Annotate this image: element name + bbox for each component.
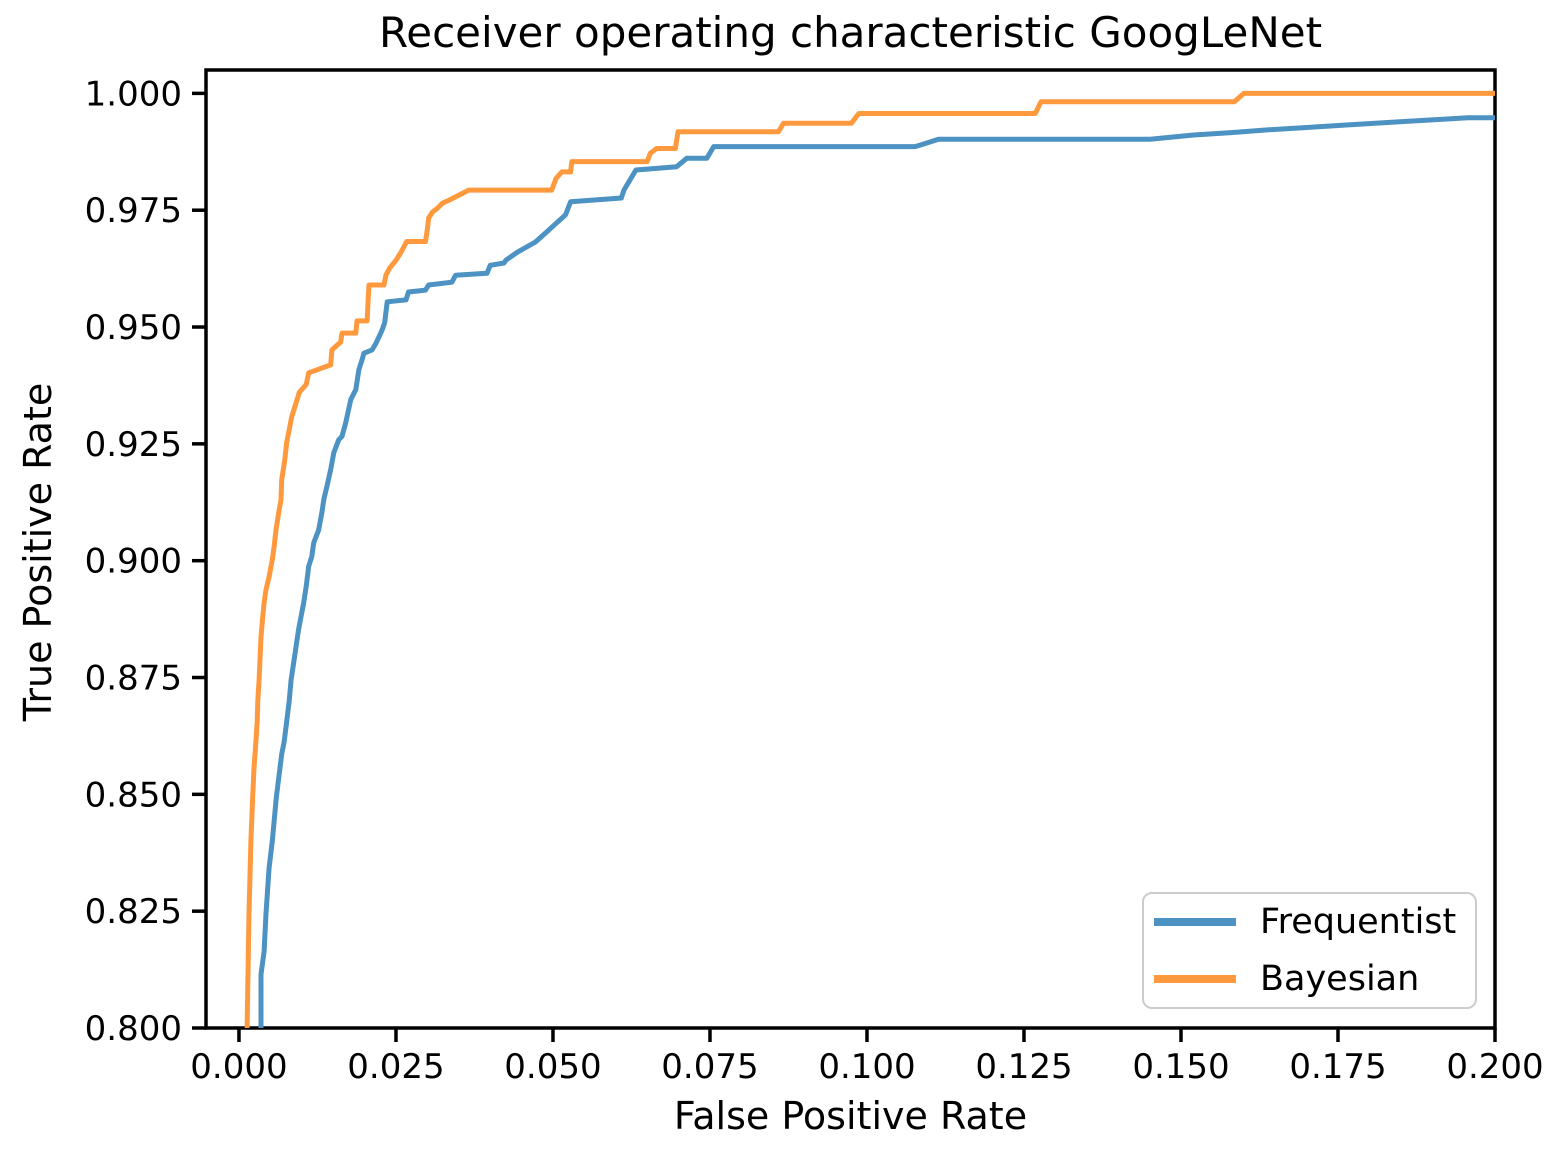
legend-label-frequentist: Frequentist xyxy=(1260,902,1457,943)
y-tick-label: 0.850 xyxy=(85,775,182,815)
x-tick-label: 0.000 xyxy=(190,1047,287,1087)
chart-title: Receiver operating characteristic GoogLe… xyxy=(378,8,1323,57)
y-tick-label: 0.825 xyxy=(85,892,182,932)
frequentist-line-sample xyxy=(1154,918,1236,927)
legend-entry-bayesian: Bayesian xyxy=(1154,959,1465,1000)
legend: Frequentist Bayesian xyxy=(1142,892,1477,1009)
axes-spines xyxy=(204,68,1497,1030)
y-tick-label: 0.875 xyxy=(85,659,182,699)
frequentist-roc-curve xyxy=(258,115,1495,1028)
y-tick-label: 1.000 xyxy=(85,74,182,114)
legend-entry-frequentist: Frequentist xyxy=(1154,902,1465,943)
x-tick-label: 0.025 xyxy=(347,1047,444,1087)
x-tick-label: 0.125 xyxy=(975,1047,1072,1087)
y-tick-label: 0.925 xyxy=(85,425,182,465)
y-tick-label: 0.900 xyxy=(85,542,182,582)
legend-label-bayesian: Bayesian xyxy=(1260,958,1420,999)
y-tick-label: 0.975 xyxy=(85,191,182,231)
x-tick-label: 0.200 xyxy=(1446,1047,1543,1087)
x-axis-label: False Positive Rate xyxy=(673,1094,1028,1138)
bayesian-line-sample xyxy=(1154,974,1236,983)
y-axis-label: True Positive Rate xyxy=(16,382,60,722)
y-tick-label: 0.950 xyxy=(85,308,182,348)
x-tick-label: 0.175 xyxy=(1289,1047,1386,1087)
x-tick-label: 0.150 xyxy=(1132,1047,1229,1087)
y-tick-label: 0.800 xyxy=(85,1009,182,1049)
bayesian-roc-curve xyxy=(244,90,1495,1029)
x-tick-label: 0.100 xyxy=(818,1047,915,1087)
x-tick-label: 0.050 xyxy=(504,1047,601,1087)
x-tick-label: 0.075 xyxy=(661,1047,758,1087)
